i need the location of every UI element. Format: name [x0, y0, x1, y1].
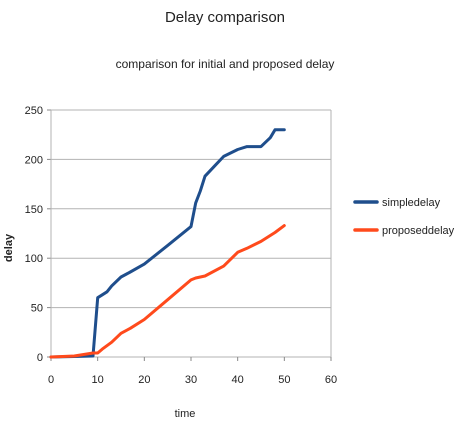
y-tick-label: 0	[37, 352, 43, 364]
y-axis-label: delay	[3, 233, 15, 262]
y-tick-label: 100	[25, 253, 43, 265]
x-tick-label: 20	[138, 374, 150, 386]
series-line-simpledelay	[49, 128, 286, 359]
legend-label-simpledelay: simpledelay	[382, 197, 441, 209]
x-tick-label: 40	[232, 374, 244, 386]
x-tick-label: 50	[278, 374, 290, 386]
series-lines	[49, 128, 286, 359]
x-axis-label: time	[175, 408, 196, 420]
y-tick-label: 250	[25, 105, 43, 117]
tick-labels: 0 50 100 150 200 250 0 10 20 30 40 50 60	[25, 105, 337, 386]
chart-subtitle: comparison for initial and proposed dela…	[116, 57, 335, 71]
x-tick-label: 0	[48, 374, 54, 386]
y-tick-label: 50	[31, 303, 43, 315]
legend-label-proposeddelay: proposeddelay	[382, 225, 455, 237]
x-tick-label: 30	[185, 374, 197, 386]
y-tick-label: 150	[25, 204, 43, 216]
axes	[47, 109, 332, 361]
legend: simpledelay proposeddelay	[353, 197, 455, 237]
chart-title: Delay comparison	[165, 9, 285, 26]
x-tick-label: 10	[92, 374, 104, 386]
gridlines	[51, 109, 331, 358]
y-tick-label: 200	[25, 154, 43, 166]
x-tick-label: 60	[325, 374, 337, 386]
